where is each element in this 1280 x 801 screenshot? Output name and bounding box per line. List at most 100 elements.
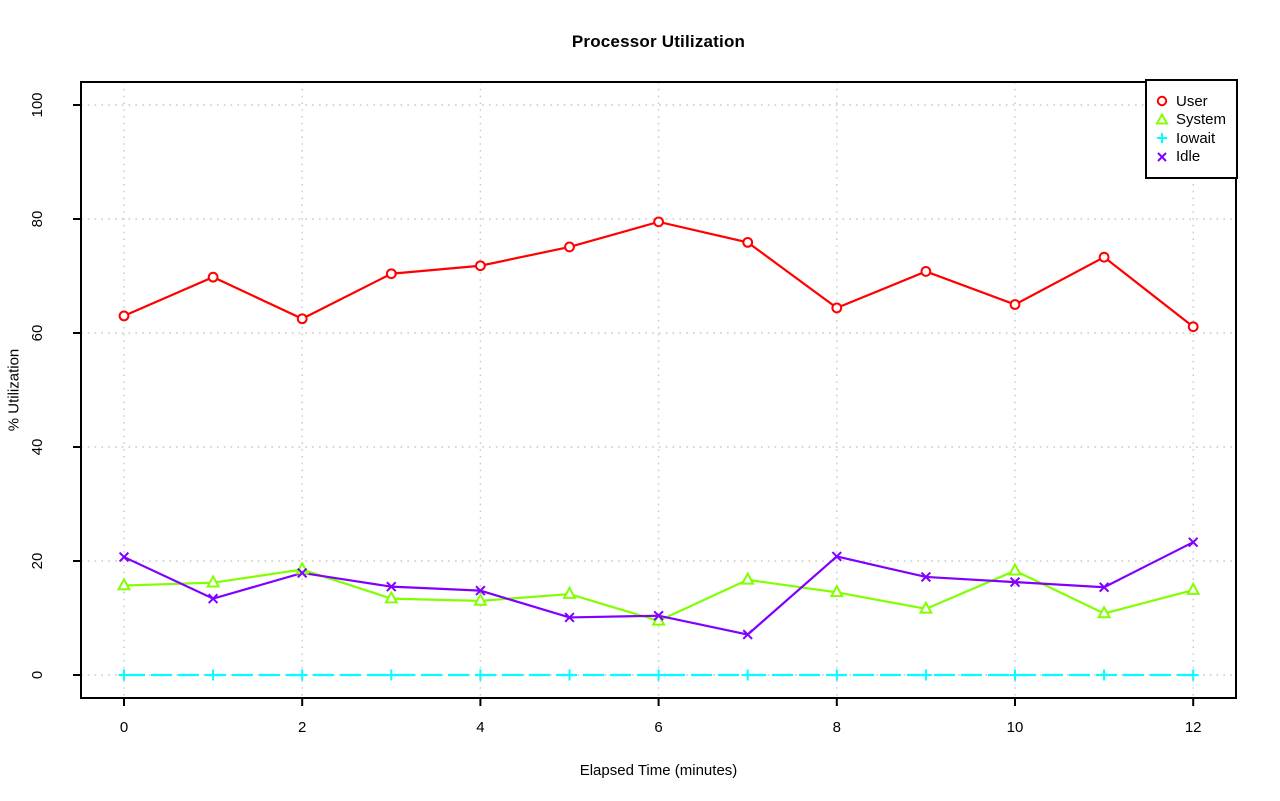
x-marker-shape — [920, 571, 932, 583]
plus-marker — [742, 669, 754, 681]
x-legend-glyph — [1157, 152, 1167, 162]
x-tick-label: 6 — [654, 719, 662, 736]
y-tick-label: 100 — [29, 92, 46, 117]
y-tick-label: 40 — [29, 439, 46, 456]
triangle-marker-shape — [829, 584, 844, 598]
triangle-marker-shape — [1186, 581, 1201, 595]
x-marker-shape — [118, 551, 130, 563]
series-line-user — [123, 220, 1194, 328]
circle-marker — [831, 302, 843, 314]
circle-marker-shape — [207, 271, 219, 283]
circle-marker-shape — [385, 268, 397, 280]
y-axis-label: % Utilization — [5, 348, 23, 432]
y-tick-label: 20 — [29, 553, 46, 570]
circle-marker-shape — [1187, 321, 1199, 333]
circle-marker-shape — [296, 313, 308, 325]
triangle-marker-shape — [740, 571, 755, 585]
triangle-marker-shape — [473, 592, 488, 606]
circle-marker-shape — [742, 236, 754, 248]
plus-marker — [296, 669, 308, 681]
x-marker-shape — [742, 629, 753, 640]
plus-marker-shape — [296, 669, 308, 681]
legend-label: Idle — [1176, 148, 1201, 166]
x-axis-label: Elapsed Time (minutes) — [579, 762, 738, 779]
x-marker — [118, 551, 130, 563]
triangle-marker — [1097, 605, 1112, 619]
plus-marker — [1009, 669, 1021, 681]
triangle-marker — [562, 585, 577, 599]
x-marker — [386, 581, 397, 592]
circle-marker-shape — [1009, 299, 1021, 310]
circle-marker — [1009, 299, 1021, 310]
triangle-marker — [829, 584, 844, 598]
x-marker-shape — [1098, 582, 1110, 593]
x-marker-shape — [1188, 537, 1199, 548]
circle-marker — [118, 310, 130, 322]
x-marker — [653, 610, 664, 621]
plus-marker — [207, 669, 219, 681]
circle-marker-shape — [474, 260, 486, 272]
triangle-legend-icon — [1155, 112, 1169, 125]
y-tick-label: 60 — [29, 325, 46, 342]
circle-marker — [653, 216, 664, 228]
x-marker — [920, 571, 932, 583]
plus-marker-shape — [118, 669, 130, 681]
plus-marker-shape — [1098, 669, 1110, 681]
circle-marker — [920, 266, 932, 277]
y-tick-label: 80 — [29, 211, 46, 228]
x-marker-shape — [1009, 576, 1021, 588]
legend-item-idle: Idle — [1154, 148, 1232, 167]
legend-label: User — [1176, 92, 1208, 110]
x-marker-shape — [475, 585, 486, 596]
triangle-marker — [473, 592, 488, 606]
circle-marker — [474, 260, 486, 272]
x-tick-label: 12 — [1185, 719, 1202, 736]
legend-item-system: System — [1154, 111, 1232, 130]
legend-item-iowait: Iowait — [1154, 129, 1232, 148]
plus-marker — [653, 669, 665, 681]
circle-marker — [1098, 251, 1110, 263]
triangle-marker — [918, 600, 933, 614]
triangle-marker-shape — [384, 590, 399, 604]
circle-marker-shape — [653, 216, 664, 228]
x-marker-shape — [831, 551, 842, 562]
circle-marker — [207, 271, 219, 283]
x-marker — [475, 585, 486, 596]
chart-title: Processor Utilization — [571, 32, 746, 51]
x-marker-shape — [207, 593, 219, 604]
legend-label: Iowait — [1176, 129, 1216, 147]
legend-label: System — [1176, 111, 1227, 129]
legend-item-user: User — [1154, 92, 1232, 111]
x-tick-label: 4 — [476, 719, 484, 736]
x-tick-label: 0 — [120, 719, 128, 736]
plus-marker — [564, 669, 575, 681]
circle-marker — [1187, 321, 1199, 333]
circle-marker-shape — [1098, 251, 1110, 263]
y-tick-label: 0 — [29, 671, 46, 679]
circle-marker-shape — [118, 310, 130, 322]
plus-marker — [474, 669, 486, 681]
triangle-marker — [1186, 581, 1201, 595]
legend: User System Iowait Idle — [1145, 79, 1238, 179]
x-marker — [297, 567, 308, 579]
circle-marker — [564, 241, 575, 253]
plus-legend-icon — [1157, 133, 1167, 144]
x-marker — [742, 629, 753, 640]
x-legend-icon — [1157, 152, 1167, 162]
circle-marker-shape — [831, 302, 843, 314]
plus-marker-shape — [920, 669, 932, 681]
triangle-marker — [206, 574, 221, 588]
x-marker-shape — [653, 610, 664, 621]
plus-marker — [385, 669, 397, 681]
circle-legend-icon — [1156, 96, 1168, 107]
plus-marker-shape — [564, 669, 575, 681]
triangle-marker — [1007, 562, 1023, 576]
x-marker — [207, 593, 219, 604]
plus-marker-shape — [831, 669, 843, 681]
circle-marker-shape — [564, 241, 575, 253]
x-marker-shape — [564, 612, 575, 623]
plus-marker-shape — [742, 669, 754, 681]
plus-marker-shape — [653, 669, 665, 681]
